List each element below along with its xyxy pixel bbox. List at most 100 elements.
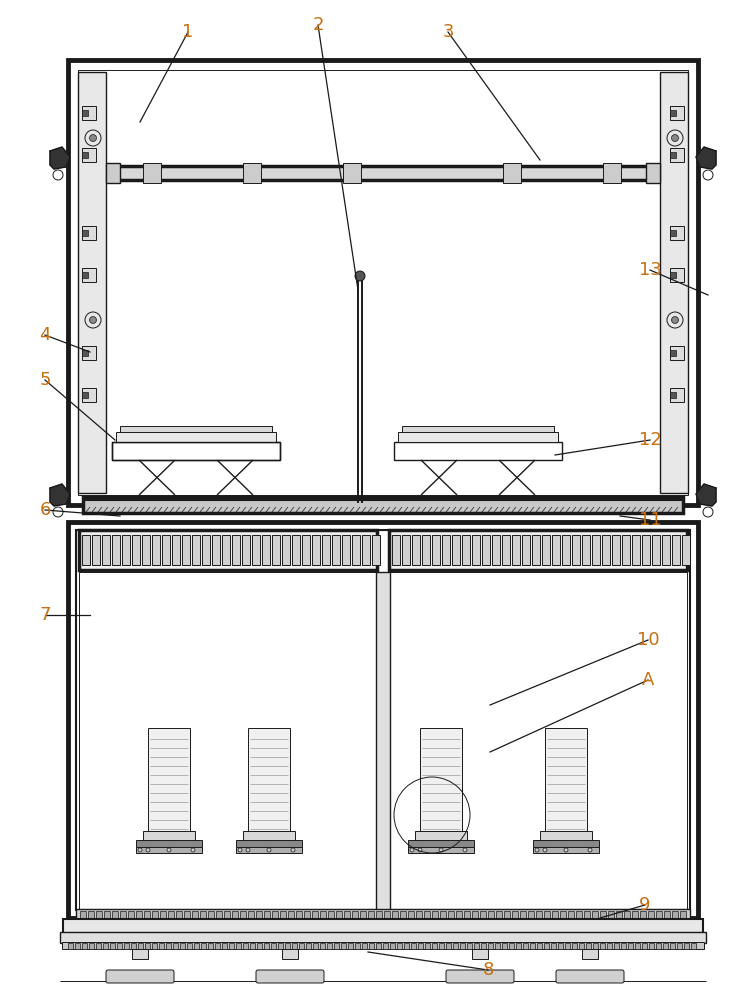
Bar: [376, 911, 382, 919]
Bar: [187, 943, 192, 949]
Bar: [670, 272, 676, 278]
Bar: [558, 943, 563, 949]
Bar: [102, 535, 110, 565]
Bar: [282, 535, 290, 565]
Text: 3: 3: [442, 23, 454, 41]
Text: 5: 5: [39, 371, 51, 389]
Bar: [285, 943, 290, 949]
Bar: [243, 163, 261, 183]
Bar: [562, 535, 570, 565]
Bar: [208, 943, 213, 949]
Bar: [82, 106, 96, 120]
Bar: [646, 163, 660, 183]
Bar: [159, 943, 164, 949]
Bar: [145, 943, 150, 949]
Bar: [532, 535, 540, 565]
Bar: [201, 943, 206, 949]
Bar: [670, 226, 684, 240]
Text: 6: 6: [39, 501, 51, 519]
Bar: [257, 943, 262, 949]
Bar: [372, 535, 380, 565]
Bar: [656, 911, 662, 919]
Bar: [344, 911, 350, 919]
Bar: [488, 943, 493, 949]
Circle shape: [588, 848, 592, 852]
Bar: [343, 163, 361, 183]
Text: 1: 1: [182, 23, 194, 41]
Bar: [75, 943, 80, 949]
Bar: [243, 831, 295, 841]
Polygon shape: [50, 484, 70, 506]
Bar: [390, 943, 395, 949]
Bar: [132, 949, 148, 959]
Bar: [160, 911, 166, 919]
FancyBboxPatch shape: [256, 970, 324, 983]
Bar: [83, 497, 683, 513]
Bar: [138, 943, 143, 949]
Bar: [282, 949, 298, 959]
Bar: [166, 943, 171, 949]
Bar: [124, 943, 129, 949]
Bar: [460, 943, 465, 949]
Bar: [302, 535, 310, 565]
Bar: [362, 535, 370, 565]
Bar: [292, 943, 297, 949]
Text: 7: 7: [39, 606, 51, 624]
Text: 11: 11: [639, 511, 662, 529]
Bar: [60, 932, 706, 943]
Bar: [264, 943, 269, 949]
Bar: [215, 943, 220, 949]
Bar: [607, 943, 612, 949]
Bar: [288, 911, 294, 919]
Bar: [120, 426, 272, 432]
Bar: [397, 943, 402, 949]
Bar: [208, 911, 214, 919]
Bar: [334, 943, 339, 949]
Bar: [488, 911, 494, 919]
Circle shape: [355, 271, 365, 281]
Bar: [144, 911, 150, 919]
Bar: [670, 346, 684, 360]
Bar: [250, 943, 255, 949]
Bar: [172, 535, 180, 565]
Bar: [568, 911, 574, 919]
Bar: [512, 535, 520, 565]
Bar: [152, 535, 160, 565]
Bar: [544, 911, 550, 919]
Bar: [180, 943, 185, 949]
Bar: [82, 346, 96, 360]
Bar: [670, 110, 676, 116]
Bar: [446, 943, 451, 949]
Bar: [68, 522, 698, 918]
Bar: [232, 911, 238, 919]
Bar: [232, 535, 240, 565]
Bar: [248, 728, 290, 833]
Bar: [422, 535, 430, 565]
Bar: [502, 535, 510, 565]
Bar: [229, 943, 234, 949]
Bar: [369, 943, 374, 949]
Bar: [495, 943, 500, 949]
Circle shape: [543, 848, 547, 852]
Bar: [236, 943, 241, 949]
Bar: [389, 530, 687, 570]
Circle shape: [267, 848, 271, 852]
Bar: [264, 911, 270, 919]
Bar: [472, 535, 480, 565]
Bar: [432, 911, 438, 919]
Bar: [408, 847, 474, 853]
Bar: [608, 911, 614, 919]
Bar: [402, 535, 410, 565]
Bar: [76, 909, 690, 921]
Bar: [394, 442, 562, 460]
Bar: [492, 535, 500, 565]
Bar: [96, 911, 102, 919]
Bar: [79, 530, 377, 570]
Bar: [82, 110, 88, 116]
Bar: [621, 943, 626, 949]
Bar: [412, 535, 420, 565]
Circle shape: [410, 848, 414, 852]
Bar: [603, 163, 621, 183]
Bar: [327, 943, 332, 949]
Bar: [408, 911, 414, 919]
